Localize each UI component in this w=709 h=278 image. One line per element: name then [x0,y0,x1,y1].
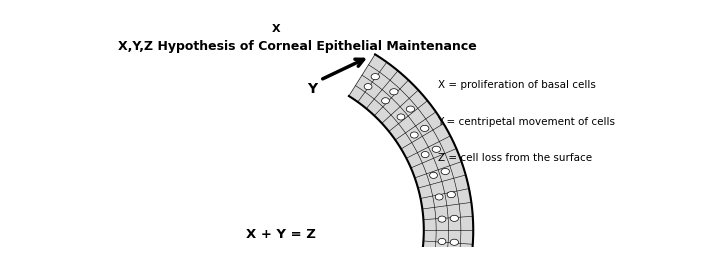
Ellipse shape [364,84,372,90]
Ellipse shape [435,194,443,200]
Text: X + Y = Z: X + Y = Z [246,228,316,241]
Ellipse shape [430,172,437,178]
Text: X = proliferation of basal cells: X = proliferation of basal cells [437,80,596,90]
Ellipse shape [447,263,455,269]
Ellipse shape [397,114,405,120]
Text: X,Y,Z Hypothesis of Corneal Epithelial Maintenance: X,Y,Z Hypothesis of Corneal Epithelial M… [118,40,476,53]
Ellipse shape [438,216,446,222]
Ellipse shape [371,74,379,80]
Ellipse shape [450,239,459,245]
Ellipse shape [421,152,429,158]
Ellipse shape [411,132,418,138]
Text: Y = centripetal movement of cells: Y = centripetal movement of cells [437,117,615,127]
Ellipse shape [390,89,398,95]
Ellipse shape [450,215,459,221]
Text: Z = cell loss from the surface: Z = cell loss from the surface [437,153,592,163]
Text: Y: Y [307,82,317,96]
Polygon shape [349,54,473,278]
Ellipse shape [441,168,450,175]
Ellipse shape [381,98,389,104]
Ellipse shape [420,125,429,131]
Ellipse shape [438,239,446,245]
Text: X: X [272,24,280,34]
Ellipse shape [406,106,415,112]
Ellipse shape [432,146,440,152]
Ellipse shape [447,192,455,198]
Ellipse shape [435,260,443,267]
